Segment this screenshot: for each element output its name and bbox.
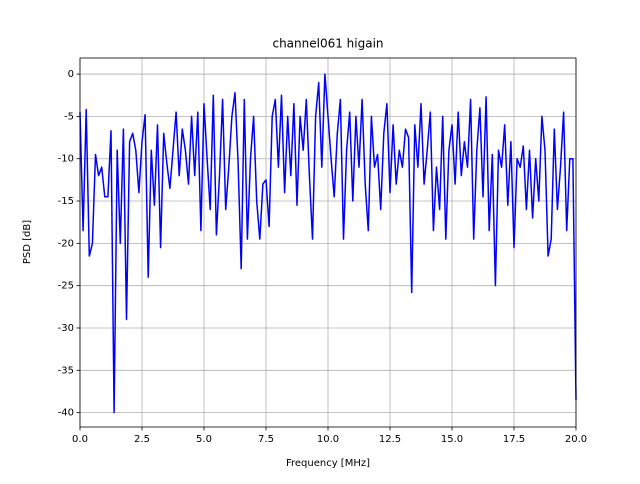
y-tick-label: -25 (58, 281, 74, 292)
x-tick-label: 17.5 (503, 434, 525, 445)
y-axis-label: PSD [dB] (22, 220, 33, 264)
x-axis-label: Frequency [MHz] (286, 458, 370, 469)
y-tick-label: -20 (58, 238, 74, 249)
y-tick-label: -40 (58, 408, 74, 419)
y-tick-label: -35 (58, 365, 74, 376)
x-tick-label: 20.0 (565, 434, 587, 445)
x-tick-label: 2.5 (134, 434, 150, 445)
y-tick-label: -30 (58, 323, 74, 334)
x-tick-label: 15.0 (441, 434, 463, 445)
y-tick-label: -10 (58, 154, 74, 165)
y-tick-label: 0 (68, 69, 74, 80)
x-tick-label: 5.0 (196, 434, 212, 445)
y-tick-label: -5 (64, 111, 74, 122)
chart-title: channel061 higain (272, 37, 383, 51)
plot-frame (79, 57, 577, 428)
x-tick-label: 7.5 (258, 434, 274, 445)
y-tick-label: -15 (58, 196, 74, 207)
x-tick-label: 0.0 (72, 434, 88, 445)
x-tick-label: 12.5 (379, 434, 401, 445)
x-tick-label: 10.0 (317, 434, 339, 445)
line-series (79, 73, 577, 414)
